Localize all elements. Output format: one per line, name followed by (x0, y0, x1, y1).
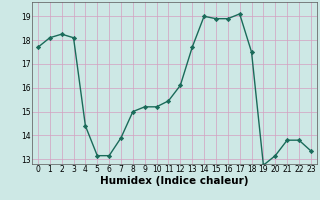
X-axis label: Humidex (Indice chaleur): Humidex (Indice chaleur) (100, 176, 249, 186)
